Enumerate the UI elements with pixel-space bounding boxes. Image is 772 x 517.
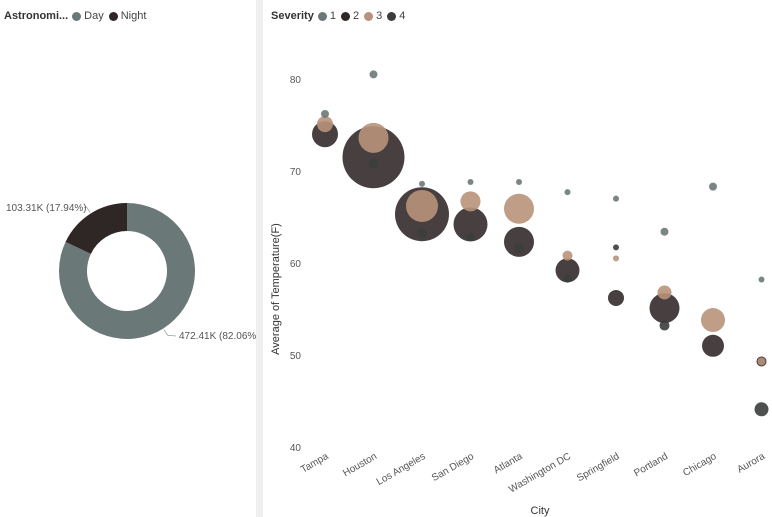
- bubble-severity-2[interactable]: [702, 334, 724, 357]
- y-tick-label: 60: [290, 259, 302, 270]
- bubble-severity-3[interactable]: [406, 189, 438, 222]
- bubble-severity-2[interactable]: [453, 207, 488, 242]
- y-tick-label: 80: [290, 75, 302, 86]
- x-tick-label: Houston: [341, 451, 379, 479]
- bubble-severity-1[interactable]: [564, 189, 571, 196]
- bubble-severity-4[interactable]: [563, 274, 572, 283]
- donut-chart-panel: Astronomi... Day Night 472.41K (82.06%) …: [0, 0, 256, 517]
- x-axis-title: City: [531, 505, 550, 517]
- bubble-severity-1[interactable]: [369, 70, 378, 79]
- bubble-severity-3[interactable]: [460, 191, 481, 212]
- bubble-chart-panel: Severity 1 2 3 4: [263, 0, 772, 517]
- bubble-severity-1[interactable]: [660, 227, 669, 236]
- bubble-severity-3[interactable]: [562, 250, 573, 261]
- legend-dot-severity-3: [364, 11, 374, 21]
- x-tick-label: Los Angeles: [375, 451, 428, 488]
- legend-dot-night: [108, 11, 118, 21]
- y-axis-title: Average of Temperature(F): [270, 223, 282, 355]
- y-tick-label: 40: [290, 443, 302, 454]
- bubble-severity-4[interactable]: [466, 233, 475, 242]
- legend-label-day: Day: [84, 10, 104, 22]
- donut-chart: 472.41K (82.06%) 103.31K (17.94%): [6, 203, 256, 342]
- donut-legend-title: Astronomi...: [4, 10, 69, 22]
- legend-label-severity-3: 3: [376, 10, 383, 22]
- x-tick-label: Aurora: [736, 451, 768, 476]
- bubble-severity-4[interactable]: [613, 244, 619, 251]
- bubble-severity-2[interactable]: [555, 258, 580, 283]
- bubble-severity-2[interactable]: [504, 226, 534, 257]
- donut-slice-day[interactable]: [58, 203, 196, 339]
- bubble-severity-3[interactable]: [701, 308, 725, 333]
- x-tick-label: Portland: [632, 451, 670, 479]
- bubble-severity-1[interactable]: [613, 195, 619, 202]
- bubble-severity-3[interactable]: [504, 193, 534, 224]
- x-tick-label: Tampa: [299, 451, 331, 476]
- y-tick-label: 50: [290, 351, 302, 362]
- bubble-severity-1[interactable]: [758, 276, 765, 283]
- bubble-severity-2[interactable]: [649, 293, 680, 324]
- donut-slice-night[interactable]: [65, 203, 127, 254]
- x-tick-label: Springfield: [575, 451, 621, 484]
- leader-line-day: [163, 329, 177, 337]
- legend-item-night[interactable]: Night: [108, 10, 147, 22]
- legend-label-night: Night: [120, 10, 147, 22]
- bubble-severity-1[interactable]: [321, 109, 329, 118]
- legend-item-severity-3[interactable]: 3: [364, 10, 382, 22]
- bubble-legend: Severity 1 2 3 4: [271, 10, 410, 22]
- bubble-severity-3[interactable]: [757, 357, 766, 366]
- bubble-severity-3[interactable]: [613, 255, 619, 262]
- x-tick-label: San Diego: [430, 451, 476, 484]
- x-tick-label: Atlanta: [492, 451, 525, 476]
- bubble-severity-4[interactable]: [659, 320, 670, 331]
- bubble-severity-4[interactable]: [368, 158, 379, 169]
- bubble-severity-2[interactable]: [342, 126, 405, 189]
- bubble-severity-3[interactable]: [317, 116, 333, 133]
- bubble-severity-2[interactable]: [608, 289, 624, 306]
- bubble-severity-1[interactable]: [467, 179, 474, 186]
- legend-item-severity-4[interactable]: 4: [387, 10, 405, 22]
- bubble-severity-4[interactable]: [754, 402, 769, 417]
- legend-item-day[interactable]: Day: [72, 10, 104, 22]
- x-tick-label: Chicago: [681, 451, 719, 479]
- bubble-severity-1[interactable]: [709, 182, 717, 191]
- y-axis-ticks: 40 50 60 70 80: [290, 75, 302, 454]
- bubble-severity-4[interactable]: [417, 228, 427, 239]
- bubble-severity-3[interactable]: [358, 122, 389, 153]
- legend-dot-day: [72, 11, 82, 21]
- legend-label-severity-2: 2: [352, 10, 360, 22]
- legend-dot-severity-4: [387, 11, 397, 21]
- donut-label-night: 103.31K (17.94%): [6, 203, 87, 214]
- legend-item-severity-1[interactable]: 1: [317, 10, 336, 22]
- legend-dot-severity-2: [340, 11, 350, 21]
- donut-label-day: 472.41K (82.06%): [179, 331, 256, 342]
- bubble-legend-title: Severity: [271, 10, 314, 22]
- bubble-severity-1[interactable]: [516, 179, 522, 186]
- legend-item-severity-2[interactable]: 2: [340, 10, 360, 22]
- bubble-marks: [312, 70, 769, 417]
- bubble-severity-4[interactable]: [514, 243, 524, 254]
- leader-line-night: [83, 206, 91, 213]
- donut-legend: Astronomi... Day Night: [4, 10, 151, 22]
- bubble-severity-3[interactable]: [657, 285, 672, 300]
- bubble-severity-1[interactable]: [419, 180, 425, 187]
- panel-divider: [256, 0, 263, 517]
- legend-dot-severity-1: [317, 11, 327, 21]
- y-tick-label: 70: [290, 167, 302, 178]
- legend-label-severity-1: 1: [329, 10, 336, 22]
- legend-label-severity-4: 4: [399, 10, 406, 22]
